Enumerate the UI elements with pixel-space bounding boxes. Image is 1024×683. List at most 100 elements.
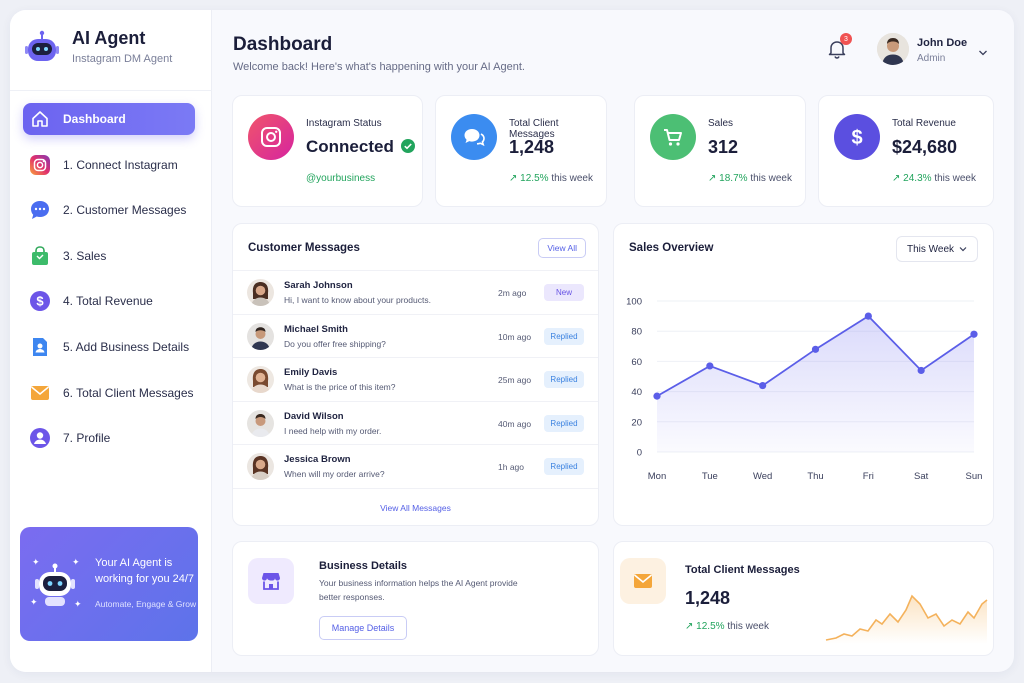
total-client-messages-value: 1,248 <box>685 588 731 608</box>
message-time: 10m ago <box>498 331 532 342</box>
instagram-status-value: Connected <box>306 137 415 157</box>
shopping-cart-icon <box>650 114 696 160</box>
business-details-title: Business Details <box>319 560 408 572</box>
sidebar-item-connect-instagram[interactable]: 1. Connect Instagram <box>23 149 195 181</box>
x-tick-label: Thu <box>807 471 823 482</box>
user-role: Admin <box>917 53 946 64</box>
avatar[interactable] <box>877 33 909 65</box>
sidebar-item-total-client-messages[interactable]: 6. Total Client Messages <box>23 377 195 409</box>
avatar <box>247 279 274 306</box>
business-details-description: Your business information helps the AI A… <box>319 578 518 602</box>
sidebar-item-label: Dashboard <box>63 112 126 126</box>
envelope-icon <box>620 558 666 604</box>
envelope-icon <box>29 382 51 404</box>
robot-mascot-icon <box>34 563 76 607</box>
message-row[interactable]: David Wilson I need help with my order. … <box>233 400 598 445</box>
chevron-down-icon[interactable] <box>978 44 988 56</box>
business-details-card: Business Details Your business informati… <box>232 541 599 656</box>
sales-stat-card: Sales 312 ↗ 18.7% this week <box>634 95 806 207</box>
avatar <box>247 322 274 350</box>
robot-logo-icon <box>24 29 60 65</box>
sidebar-item-label: 4. Total Revenue <box>63 294 153 309</box>
user-name[interactable]: John Doe <box>917 37 968 49</box>
notification-bell-icon[interactable] <box>826 38 848 60</box>
sidebar-item-add-business-details[interactable]: 5. Add Business Details <box>23 331 195 363</box>
message-list: Sarah Johnson Hi, I want to know about y… <box>233 270 598 489</box>
trend-up-icon: ↗ <box>509 173 518 184</box>
sales-line-chart: 0 20 40 60 80 100 Mon Tue Wed Thu Fri Sat Sun <box>626 297 983 483</box>
business-document-icon <box>29 336 51 358</box>
chat-bubble-icon <box>451 114 497 160</box>
view-all-button[interactable]: View All <box>538 238 586 258</box>
svg-text:$: $ <box>851 127 862 149</box>
x-tick-label: Fri <box>863 471 874 482</box>
x-tick-label: Wed <box>753 471 772 482</box>
sales-label: Sales <box>708 118 734 129</box>
message-row[interactable]: Jessica Brown When will my order arrive?… <box>233 444 598 488</box>
sidebar-item-profile[interactable]: 7. Profile <box>23 422 195 454</box>
period-select-value: This Week <box>907 243 955 255</box>
y-tick-label: 0 <box>637 448 642 459</box>
avatar <box>247 409 274 437</box>
shopping-bag-icon <box>29 245 51 267</box>
sidebar-item-total-revenue[interactable]: $ 4. Total Revenue <box>23 285 195 317</box>
message-sender: David Wilson <box>284 410 344 422</box>
status-badge: Replied <box>544 371 584 389</box>
chat-bubble-icon <box>29 199 51 221</box>
dollar-icon: $ <box>834 114 880 160</box>
sidebar-item-dashboard[interactable]: Dashboard <box>23 103 195 135</box>
revenue-change: ↗ 24.3% this week <box>892 173 976 184</box>
trend-up-icon: ↗ <box>685 621 694 632</box>
message-sender: Sarah Johnson <box>284 280 353 291</box>
message-preview: Hi, I want to know about your products. <box>284 295 431 305</box>
app-window: AI Agent Instagram DM Agent Dashboard 1.… <box>10 10 1014 672</box>
avatar <box>247 366 274 394</box>
status-badge: Replied <box>544 327 584 345</box>
status-badge: New <box>544 284 584 301</box>
message-time: 2m ago <box>498 288 527 298</box>
revenue-label: Total Revenue <box>892 118 956 129</box>
data-point <box>706 362 714 370</box>
message-row[interactable]: Sarah Johnson Hi, I want to know about y… <box>233 270 598 314</box>
client-messages-label: Total Client Messages <box>509 118 559 140</box>
user-icon <box>29 427 51 449</box>
client-messages-value: 1,248 <box>509 137 555 157</box>
manage-details-button[interactable]: Manage Details <box>319 616 407 640</box>
client-messages-change: ↗ 12.5% this week <box>509 173 593 184</box>
trend-up-icon: ↗ <box>892 173 901 184</box>
y-tick-label: 80 <box>631 327 642 338</box>
message-sender: Emily Davis <box>284 367 338 379</box>
message-sender: Jessica Brown <box>284 454 351 466</box>
storefront-icon <box>248 558 294 604</box>
status-badge: Replied <box>544 414 584 432</box>
data-point <box>759 381 767 390</box>
total-client-messages-change: ↗ 12.5% this week <box>685 621 769 632</box>
view-all-messages-link[interactable]: View All Messages <box>380 503 451 513</box>
message-row[interactable]: Michael Smith Do you offer free shipping… <box>233 313 598 358</box>
sparkle-icon: ✦ <box>30 597 38 607</box>
sales-overview-title: Sales Overview <box>629 242 714 254</box>
sidebar: AI Agent Instagram DM Agent Dashboard 1.… <box>10 10 212 672</box>
sidebar-item-label: 6. Total Client Messages <box>63 385 194 400</box>
sales-value: 312 <box>708 137 739 157</box>
x-tick-label: Sun <box>966 471 983 482</box>
instagram-status-card: Instagram Status Connected @yourbusiness <box>232 95 423 207</box>
revenue-stat-card: $ Total Revenue $24,680 ↗ 24.3% this wee… <box>818 95 994 207</box>
revenue-value: $24,680 <box>892 137 958 157</box>
instagram-handle: @yourbusiness <box>306 173 376 184</box>
brand-title: AI Agent <box>72 28 146 48</box>
sidebar-item-sales[interactable]: 3. Sales <box>23 240 195 272</box>
sidebar-item-label: 3. Sales <box>63 248 107 263</box>
message-preview: What is the price of this item? <box>284 382 396 393</box>
message-row[interactable]: Emily Davis What is the price of this it… <box>233 357 598 401</box>
message-time: 40m ago <box>498 418 532 429</box>
status-badge: Replied <box>544 458 584 476</box>
customer-messages-card: Customer Messages View All Sarah Johnson… <box>232 223 599 526</box>
sidebar-item-label: 2. Customer Messages <box>63 203 187 218</box>
sales-overview-card: Sales Overview This Week 0 20 40 60 80 100 Mon… <box>613 223 994 526</box>
message-preview: I need help with my order. <box>284 425 382 436</box>
period-select[interactable]: This Week <box>896 236 978 262</box>
sidebar-item-customer-messages[interactable]: 2. Customer Messages <box>23 194 195 226</box>
data-point <box>653 392 661 400</box>
y-tick-label: 60 <box>631 357 642 368</box>
